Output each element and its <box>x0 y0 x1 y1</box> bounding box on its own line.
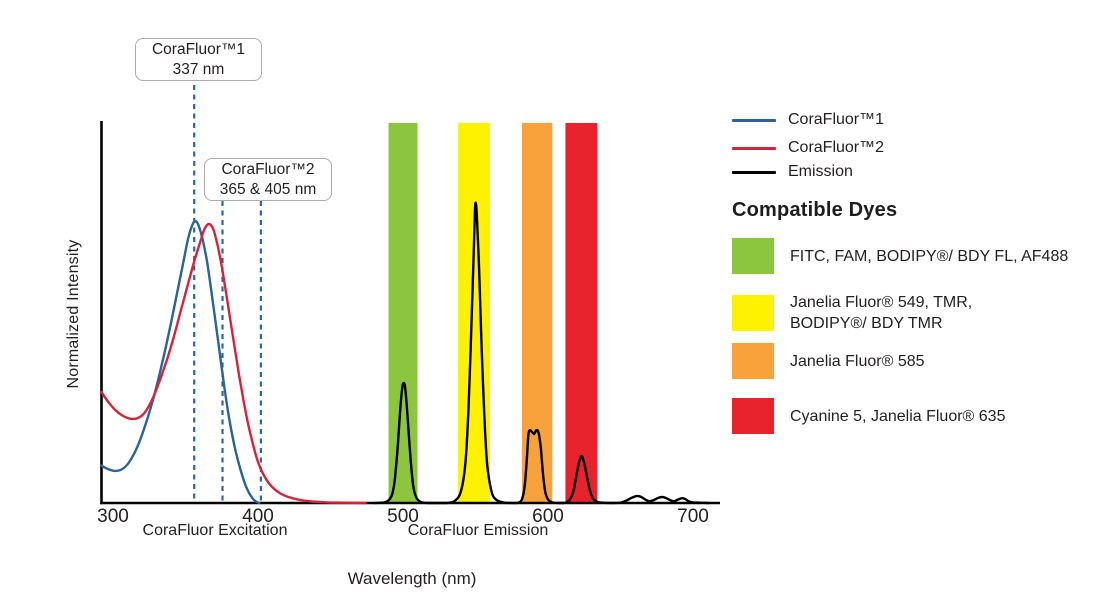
dye-row-yellow: Janelia Fluor® 549, TMR, BODIPY®/ BDY TM… <box>732 292 972 334</box>
legend-label: CoraFluor™1 <box>788 111 885 128</box>
legend-line-sample-red <box>732 146 776 150</box>
compatible-dyes-header: Compatible Dyes <box>732 199 898 221</box>
bands-group <box>388 123 598 503</box>
dye-row-red: Cyanine 5, Janelia Fluor® 635 <box>732 398 1005 434</box>
legend-label: CoraFluor™2 <box>788 139 885 156</box>
legend-line-sample-black <box>732 170 776 174</box>
emission-band-3 <box>565 123 598 503</box>
callout-corafluor2-wavelength: 365 & 405 nm <box>219 180 317 198</box>
x-tick-700: 700 <box>677 506 709 527</box>
guides-group <box>193 85 262 503</box>
callout-corafluor1: CoraFluor™1 337 nm <box>135 38 262 81</box>
dye-swatch-yellow <box>732 295 774 331</box>
x-tick-300: 300 <box>97 506 129 527</box>
legend-line-sample-blue <box>732 118 776 122</box>
x-tick-600: 600 <box>532 506 564 527</box>
dye-label: Janelia Fluor® 549, TMR, BODIPY®/ BDY TM… <box>790 294 973 332</box>
series-group <box>100 201 711 505</box>
callout-corafluor1-title: CoraFluor™1 <box>151 41 246 58</box>
dye-swatch-orange <box>732 343 774 379</box>
series-curve-excitation-2 <box>100 222 367 505</box>
callout-corafluor1-wavelength: 337 nm <box>172 60 225 78</box>
dye-swatch-red <box>732 398 774 434</box>
excitation-region-label: CoraFluor Excitation <box>142 522 288 539</box>
series-curve-emission <box>372 201 711 505</box>
x-axis-title: Wavelength (nm) <box>347 569 477 588</box>
dye-row-green: FITC, FAM, BODIPY®/ BDY FL, AF488 <box>732 238 1068 274</box>
y-axis-label: Normalized Intensity <box>65 239 82 389</box>
x-tick-400: 400 <box>242 506 274 527</box>
emission-region-label: CoraFluor Emission <box>407 522 549 539</box>
dye-label: Cyanine 5, Janelia Fluor® 635 <box>790 407 1006 425</box>
series-curve-excitation-1 <box>100 219 261 505</box>
legend-label: Emission <box>788 163 853 180</box>
x-tick-500: 500 <box>387 506 419 527</box>
legend-entry-corafluor2: CoraFluor™2 <box>732 138 884 158</box>
dye-label: Janelia Fluor® 585 <box>790 352 925 370</box>
dye-swatch-green <box>732 238 774 274</box>
callout-corafluor2: CoraFluor™2 365 & 405 nm <box>204 158 332 201</box>
callout-corafluor2-title: CoraFluor™2 <box>221 161 315 178</box>
legend-entry-emission: Emission <box>732 162 853 182</box>
emission-band-0 <box>388 123 418 503</box>
dye-label: FITC, FAM, BODIPY®/ BDY FL, AF488 <box>790 247 1069 265</box>
dye-row-orange: Janelia Fluor® 585 <box>732 343 925 379</box>
legend-entry-corafluor1: CoraFluor™1 <box>732 110 884 130</box>
